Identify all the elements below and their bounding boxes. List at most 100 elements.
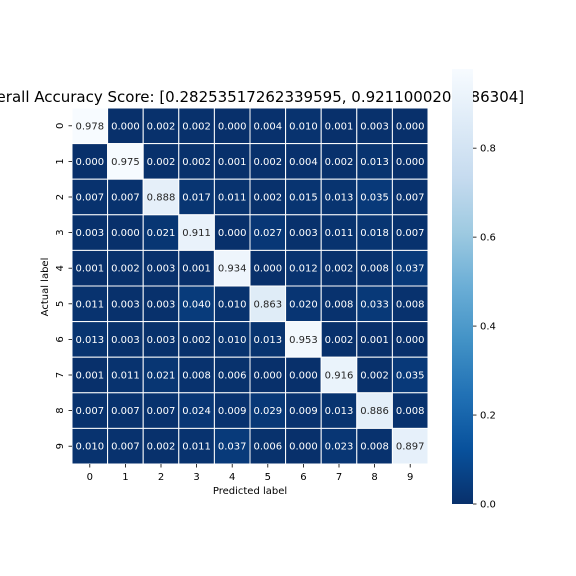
x-tick-label: 3 xyxy=(193,472,199,483)
cell-value-label: 0.037 xyxy=(218,442,247,453)
heatmap-cell xyxy=(285,321,322,358)
heatmap-cell xyxy=(356,427,393,465)
heatmap-cell xyxy=(285,392,322,429)
cell-value-label: 0.007 xyxy=(111,193,140,204)
heatmap-cell xyxy=(391,143,429,180)
cell-value-label: 0.017 xyxy=(182,193,211,204)
cell-value-label: 0.013 xyxy=(253,335,282,346)
heatmap-cell xyxy=(356,285,393,323)
cell-value-label: 0.006 xyxy=(218,371,247,382)
cell-value-label: 0.934 xyxy=(218,264,247,275)
cell-value-label: 0.008 xyxy=(182,371,211,382)
x-tick-label: 6 xyxy=(300,472,306,483)
cell-value-label: 0.013 xyxy=(325,406,354,417)
cell-value-label: 0.020 xyxy=(289,299,318,310)
cell-value-label: 0.003 xyxy=(147,335,176,346)
x-tick-label: 7 xyxy=(336,472,342,483)
y-tick-label: 9 xyxy=(55,443,66,449)
y-tick-label: 5 xyxy=(55,301,66,307)
cell-value-label: 0.007 xyxy=(147,406,176,417)
heatmap-cell xyxy=(391,427,429,465)
heatmap-cell xyxy=(356,321,393,358)
chart-title: Overall Accuracy Score: [0.2825351726233… xyxy=(0,88,524,106)
y-tick-label: 3 xyxy=(55,229,66,235)
heatmap-cell xyxy=(356,178,393,216)
cell-value-label: 0.002 xyxy=(182,121,211,132)
y-tick-label: 6 xyxy=(55,336,66,342)
heatmap-cell xyxy=(320,356,358,394)
heatmap-cell xyxy=(320,321,358,358)
y-tick-label: 0 xyxy=(55,123,66,129)
cell-value-label: 0.003 xyxy=(111,335,140,346)
cell-value-label: 0.002 xyxy=(253,193,282,204)
heatmap-cell xyxy=(107,392,144,429)
heatmap-cell xyxy=(391,178,429,216)
colorbar-gradient xyxy=(452,69,473,504)
heatmap-cell xyxy=(107,178,144,216)
colorbar-tick-label: 0.2 xyxy=(480,411,496,422)
cell-value-label: 0.040 xyxy=(182,299,211,310)
heatmap-cell xyxy=(320,107,358,145)
heatmap-cell xyxy=(142,356,180,394)
x-tick-label: 0 xyxy=(87,472,93,483)
cell-value-label: 0.010 xyxy=(218,335,247,346)
colorbar-tick-label: 0.6 xyxy=(480,233,496,244)
heatmap-cell xyxy=(285,427,322,465)
heatmap-cell xyxy=(356,143,393,180)
cell-value-label: 0.000 xyxy=(75,157,104,168)
cell-value-label: 0.975 xyxy=(111,157,140,168)
heatmap-cell xyxy=(213,285,251,323)
heatmap-cell xyxy=(356,249,393,287)
heatmap-cell xyxy=(356,356,393,394)
cell-value-label: 0.035 xyxy=(360,193,389,204)
heatmap-cell xyxy=(142,178,180,216)
heatmap-cell xyxy=(107,143,144,180)
cell-value-label: 0.007 xyxy=(396,228,425,239)
colorbar: 0.0 0.2 0.4 0.6 0.8 xyxy=(452,69,496,511)
cell-value-label: 0.000 xyxy=(396,335,425,346)
heatmap-cell xyxy=(71,285,109,323)
cell-value-label: 0.018 xyxy=(360,228,389,239)
cell-value-label: 0.010 xyxy=(75,442,104,453)
cell-value-label: 0.013 xyxy=(325,193,354,204)
heatmap-cell xyxy=(249,356,287,394)
y-tick-label: 1 xyxy=(55,158,66,164)
cell-value-label: 0.000 xyxy=(253,371,282,382)
cell-value-label: 0.001 xyxy=(75,264,104,275)
cell-value-label: 0.009 xyxy=(289,406,318,417)
cell-value-label: 0.886 xyxy=(360,406,389,417)
cell-value-label: 0.007 xyxy=(75,406,104,417)
heatmap-cell xyxy=(391,107,429,145)
heatmap-cell xyxy=(285,249,322,287)
heatmap-cell xyxy=(249,107,287,145)
cell-value-label: 0.001 xyxy=(325,121,354,132)
heatmap-cell xyxy=(178,321,215,358)
heatmap-cell xyxy=(285,214,322,251)
cell-value-label: 0.033 xyxy=(360,299,389,310)
cell-value-label: 0.001 xyxy=(182,264,211,275)
cell-value-label: 0.000 xyxy=(111,228,140,239)
cell-value-label: 0.002 xyxy=(325,157,354,168)
cell-value-label: 0.000 xyxy=(289,442,318,453)
x-tick-label: 1 xyxy=(122,472,128,483)
colorbar-tick-label: 0.0 xyxy=(480,500,496,511)
cell-value-label: 0.007 xyxy=(111,442,140,453)
heatmap-cell xyxy=(391,392,429,429)
cell-value-label: 0.007 xyxy=(75,193,104,204)
x-tick-label: 9 xyxy=(407,472,413,483)
cell-value-label: 0.027 xyxy=(253,228,282,239)
heatmap-cell xyxy=(320,178,358,216)
x-tick-label: 4 xyxy=(229,472,235,483)
cell-value-label: 0.008 xyxy=(325,299,354,310)
heatmap-cell xyxy=(249,427,287,465)
cell-value-label: 0.002 xyxy=(360,371,389,382)
heatmap-cell xyxy=(320,249,358,287)
cell-value-label: 0.002 xyxy=(147,442,176,453)
heatmap-cell xyxy=(391,356,429,394)
cell-value-label: 0.916 xyxy=(325,371,354,382)
heatmap-cell xyxy=(213,392,251,429)
heatmap-cell xyxy=(249,214,287,251)
heatmap-cell xyxy=(320,392,358,429)
cell-value-label: 0.000 xyxy=(218,228,247,239)
cell-value-label: 0.010 xyxy=(289,121,318,132)
